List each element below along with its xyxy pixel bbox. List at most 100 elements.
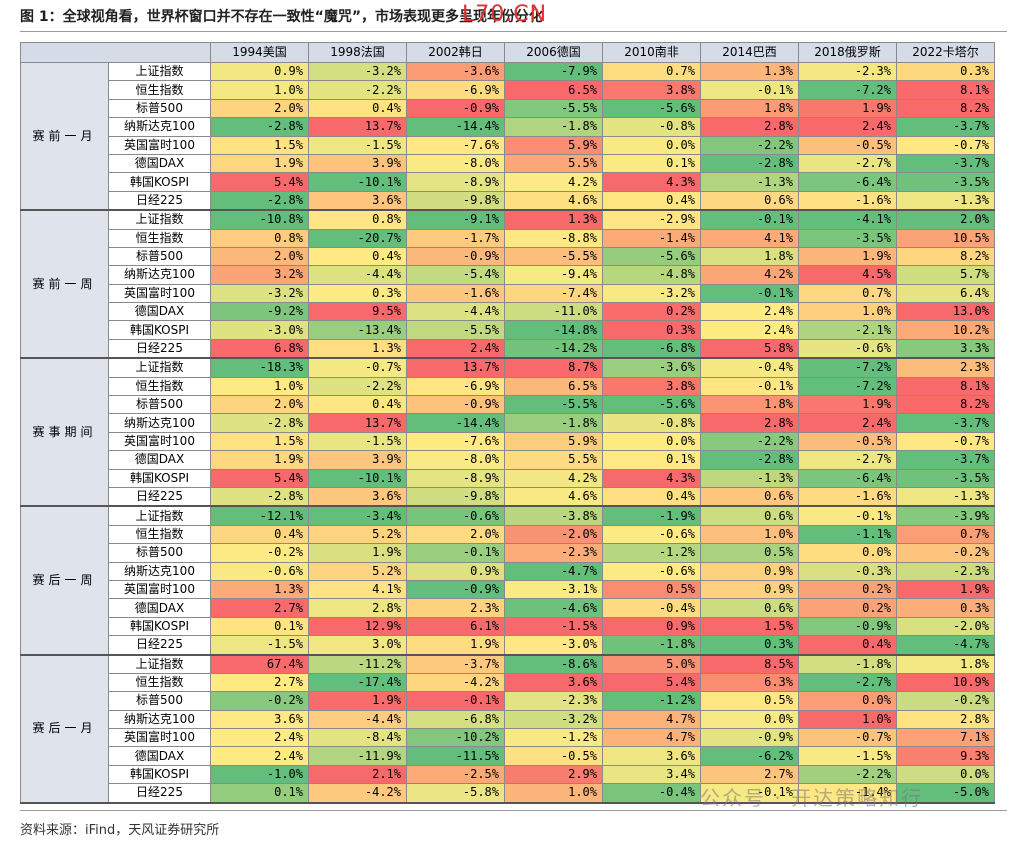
data-table: 1994美国 1998法国 2002韩日 2006德国 2010南非 2014巴西 2018… (20, 42, 995, 804)
value-cell: -7.4% (504, 283, 603, 304)
value-cell: -14.8% (504, 320, 603, 340)
table-row: 纳斯达克100 3.6% -4.4% -6.8% -3.2% 4.7% 0.0% 1.0% 2.… (21, 709, 995, 730)
value-cell: 13.7% (308, 413, 407, 433)
row-label: 韩国KOSPI (108, 468, 211, 488)
value-cell: -8.9% (406, 468, 505, 488)
column-header: 2010南非 (602, 42, 701, 63)
value-cell: -1.5% (308, 431, 407, 452)
value-cell: 5.2% (308, 524, 407, 545)
column-header: 1994美国 (210, 42, 309, 63)
value-cell: 0.3% (896, 598, 995, 618)
value-cell: 4.1% (700, 228, 799, 248)
group-label: 赛后一月 (20, 653, 109, 804)
row-label: 上证指数 (108, 654, 211, 674)
value-cell: 2.7% (210, 598, 309, 618)
value-cell: 1.0% (210, 376, 309, 397)
value-cell: 0.0% (602, 135, 701, 155)
value-cell: -0.8% (602, 117, 701, 137)
value-cell: -2.8% (210, 486, 309, 508)
row-label: 英国富时100 (108, 135, 211, 155)
value-cell: -1.2% (602, 543, 701, 563)
value-cell: 1.9% (798, 246, 897, 267)
value-cell: -9.1% (406, 209, 505, 230)
value-cell: 2.0% (210, 246, 309, 267)
value-cell: 1.3% (210, 579, 309, 600)
value-cell: 2.4% (700, 302, 799, 322)
value-cell: 3.0% (308, 635, 407, 656)
value-cell: -7.2% (798, 376, 897, 397)
corner-cell (20, 42, 211, 63)
value-cell: 2.4% (700, 320, 799, 340)
row-label: 标普500 (108, 246, 211, 267)
value-cell: 10.9% (896, 672, 995, 693)
table-row: 标普500 2.0% 0.4% -0.9% -5.5% -5.6% 1.8% 1.9% 8.2% (21, 98, 995, 119)
value-cell: -0.5% (798, 135, 897, 155)
value-cell: 8.7% (504, 357, 603, 378)
value-cell: 2.1% (308, 764, 407, 785)
value-cell: 1.5% (210, 135, 309, 155)
value-cell: -0.1% (700, 283, 799, 304)
value-cell: 6.5% (504, 80, 603, 100)
value-cell: 1.9% (896, 579, 995, 600)
value-cell: 0.0% (798, 691, 897, 711)
row-label: 德国DAX (108, 746, 211, 766)
value-cell: -3.2% (504, 709, 603, 730)
row-label: 纳斯达克100 (108, 413, 211, 433)
column-header: 2014巴西 (700, 42, 799, 63)
value-cell: -2.2% (308, 80, 407, 100)
value-cell: -0.9% (406, 579, 505, 600)
row-label: 英国富时100 (108, 728, 211, 748)
value-cell: 0.1% (210, 783, 309, 804)
value-cell: -1.1% (798, 524, 897, 545)
value-cell: 4.3% (602, 468, 701, 488)
value-cell: -1.5% (798, 746, 897, 766)
row-label: 日经225 (108, 486, 211, 508)
value-cell: -1.2% (602, 691, 701, 711)
value-cell: -0.1% (406, 691, 505, 711)
value-cell: 0.9% (406, 561, 505, 581)
value-cell: -4.4% (406, 302, 505, 322)
table-row: 纳斯达克100 -2.8% 13.7% -14.4% -1.8% -0.8% 2.8% 2.4… (21, 117, 995, 137)
value-cell: -4.7% (504, 561, 603, 581)
value-cell: -0.1% (700, 209, 799, 230)
value-cell: -5.5% (504, 246, 603, 267)
row-label: 上证指数 (108, 505, 211, 526)
value-cell: -7.6% (406, 431, 505, 452)
column-header: 2022卡塔尔 (896, 42, 995, 63)
value-cell: -5.6% (602, 246, 701, 267)
value-cell: -5.6% (602, 98, 701, 119)
group-label: 赛事期间 (20, 357, 109, 508)
value-cell: -10.1% (308, 172, 407, 192)
value-cell: -9.2% (210, 302, 309, 322)
value-cell: -2.5% (406, 764, 505, 785)
column-header: 2002韩日 (406, 42, 505, 63)
value-cell: 2.3% (406, 598, 505, 618)
value-cell: 2.4% (798, 413, 897, 433)
value-cell: -7.9% (504, 61, 603, 82)
value-cell: 1.9% (406, 635, 505, 656)
row-label: 纳斯达克100 (108, 561, 211, 581)
table-row: 恒生指数 2.7% -17.4% -4.2% 3.6% 5.4% 6.3% -2.7% 10.9… (21, 672, 995, 693)
value-cell: -2.2% (798, 764, 897, 785)
value-cell: -3.9% (896, 505, 995, 526)
value-cell: -9.8% (406, 190, 505, 212)
value-cell: -4.6% (504, 598, 603, 618)
value-cell: 0.9% (700, 579, 799, 600)
row-label: 日经225 (108, 190, 211, 212)
row-label: 英国富时100 (108, 431, 211, 452)
value-cell: 6.3% (700, 672, 799, 693)
value-cell: -6.8% (406, 709, 505, 730)
value-cell: 2.4% (406, 338, 505, 360)
value-cell: -1.2% (504, 728, 603, 748)
value-cell: 1.8% (700, 395, 799, 415)
group-label: 赛后一周 (20, 505, 109, 656)
value-cell: -0.6% (602, 561, 701, 581)
value-cell: 8.2% (896, 395, 995, 415)
value-cell: 1.0% (210, 80, 309, 100)
value-cell: -9.8% (406, 486, 505, 508)
row-label: 恒生指数 (108, 376, 211, 397)
value-cell: 3.6% (504, 672, 603, 693)
value-cell: -3.2% (308, 61, 407, 82)
source-note: 资料来源：iFind，天风证券研究所 (20, 823, 220, 838)
